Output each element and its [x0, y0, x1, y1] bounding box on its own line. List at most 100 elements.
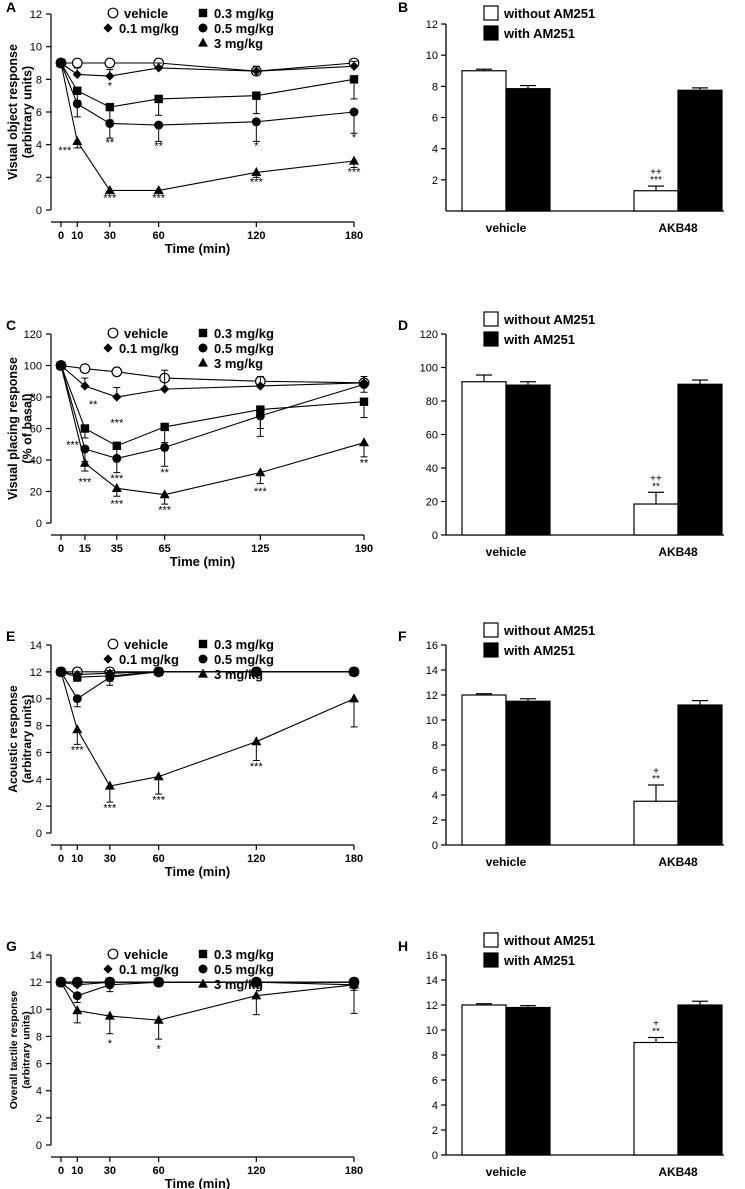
category-label: vehicle: [486, 221, 527, 235]
series-line: [60, 62, 355, 126]
data-marker: [72, 694, 82, 704]
series-line: [60, 365, 365, 496]
y-tick-label: 12: [426, 1000, 438, 1012]
significance-annotation: ***: [103, 193, 117, 205]
data-marker: [103, 654, 113, 664]
line-chart-panel-c: 0 20 40 60 80 100 120 0 15 35 65 125 190 Time (min) Vi…: [6, 326, 373, 569]
significance-annotation: ***: [110, 418, 124, 430]
data-marker: [112, 441, 122, 451]
series-line: [60, 365, 365, 447]
data-marker: [160, 442, 170, 452]
significance-annotation: ***: [152, 794, 166, 806]
y-tick-label: 4: [36, 774, 42, 786]
y-axis-label-line: Overall tactile response: [8, 991, 20, 1110]
series-3-mg-kg: [56, 57, 359, 195]
data-marker: [72, 724, 83, 734]
series-line: [60, 365, 365, 398]
legend-item: 3 mg/kg: [198, 667, 263, 682]
x-tick-label: 10: [71, 1165, 83, 1177]
legend-item: with AM251: [483, 642, 575, 658]
category-label: vehicle: [486, 545, 527, 559]
legend-swatch: [483, 311, 499, 327]
bar: [633, 503, 679, 536]
y-tick-label: 14: [426, 975, 438, 987]
data-marker: [160, 384, 170, 394]
y-tick-label: 4: [432, 790, 438, 802]
bar: [677, 1004, 723, 1156]
category-label: vehicle: [486, 855, 527, 869]
y-tick-label: 14: [30, 640, 42, 652]
x-tick-label: 35: [111, 543, 123, 555]
y-axis-label-line: (arbitrary units): [21, 66, 35, 158]
significance-annotation: ++: [650, 167, 662, 178]
bar-chart-panel-f: 0 2 4 6 8 10 12 14 16 vehicle AKB48 +** without AM25…: [426, 622, 724, 869]
y-tick-label: 120: [420, 329, 438, 341]
data-marker: [154, 120, 164, 130]
x-axis-label: Time (min): [170, 554, 236, 569]
y-tick-label: 4: [36, 140, 42, 152]
legend-item: 0.3 mg/kg: [198, 947, 274, 962]
bar: [505, 384, 551, 536]
x-axis-label: Time (min): [165, 864, 231, 879]
data-marker: [105, 71, 115, 81]
data-marker: [107, 7, 119, 19]
data-marker: [105, 102, 115, 112]
y-tick-label: 4: [36, 1086, 42, 1098]
legend-label: with AM251: [503, 332, 575, 347]
y-tick-label: 8: [36, 1031, 42, 1043]
y-tick-label: 14: [30, 950, 42, 962]
x-tick-label: 65: [159, 543, 171, 555]
legend-swatch: [483, 331, 499, 347]
data-marker: [198, 654, 208, 664]
data-marker: [103, 343, 113, 353]
data-marker: [107, 327, 119, 339]
data-marker: [79, 363, 91, 375]
data-marker: [251, 977, 261, 987]
data-marker: [56, 666, 66, 676]
series-line: [60, 62, 355, 77]
legend-label: without AM251: [503, 312, 595, 327]
data-marker: [111, 366, 123, 378]
data-marker: [198, 668, 208, 678]
significance-annotation: ***: [348, 167, 362, 179]
legend-item: without AM251: [483, 5, 595, 21]
y-tick-label: 4: [432, 144, 438, 156]
data-marker: [112, 453, 122, 463]
legend-item: 0.5 mg/kg: [198, 21, 274, 36]
data-marker: [349, 61, 359, 71]
data-marker: [251, 66, 261, 76]
y-tick-label: 8: [432, 1050, 438, 1062]
y-tick-label: 8: [432, 81, 438, 93]
y-tick-label: 12: [426, 690, 438, 702]
data-marker: [79, 457, 90, 467]
x-tick-label: 10: [71, 230, 83, 242]
legend-label: 0.1 mg/kg: [119, 962, 179, 977]
significance-annotation: ***: [250, 761, 264, 773]
y-tick-label: 20: [426, 497, 438, 509]
series-3-mg-kg: [56, 976, 359, 1040]
significance-annotation: *: [157, 1044, 162, 1056]
data-marker: [198, 949, 208, 959]
significance-annotation: **: [106, 137, 115, 149]
y-tick-label: 12: [30, 9, 42, 21]
bar: [505, 1006, 551, 1156]
y-tick-label: 14: [426, 665, 438, 677]
legend-item: 0.3 mg/kg: [198, 6, 274, 21]
data-marker: [104, 185, 115, 194]
significance-annotation: ***: [152, 193, 166, 205]
significance-annotation: ***: [110, 473, 124, 485]
series-line: [60, 365, 365, 459]
panel-letter: E: [6, 628, 15, 644]
significance-annotation: ***: [71, 745, 85, 757]
series-0-5-mg-kg: [56, 977, 359, 1003]
y-tick-label: 0: [36, 518, 42, 530]
y-axis-label: Visual object response(arbitrary units): [6, 44, 35, 180]
y-tick-label: 10: [426, 1025, 438, 1037]
legend-label: with AM251: [503, 643, 575, 658]
legend-label: 0.1 mg/kg: [119, 652, 179, 667]
y-tick-label: 8: [432, 740, 438, 752]
legend-item: 0.3 mg/kg: [198, 326, 274, 341]
data-marker: [153, 185, 164, 194]
legend-item: 0.5 mg/kg: [198, 652, 274, 667]
